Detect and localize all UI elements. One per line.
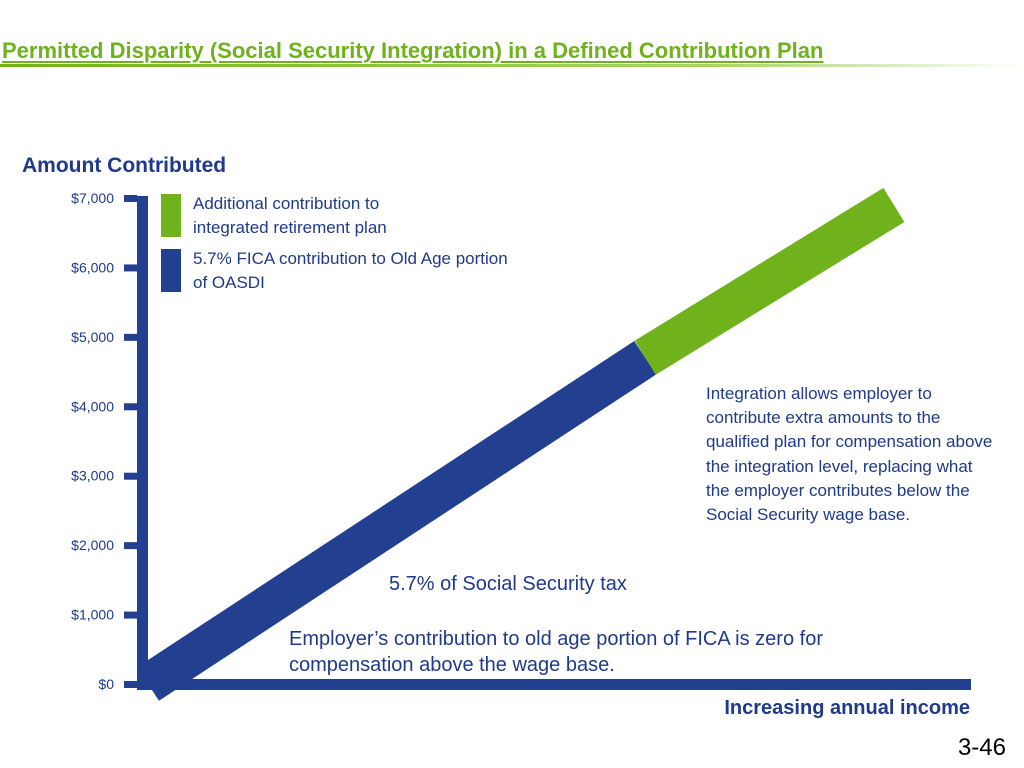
y-tick-layer: $0 $1,000 $2,000 $3,000 $4,000 $5,000 $6,000 $7… — [71, 190, 137, 692]
series-layer — [137, 187, 905, 701]
social-security-tax-label: 5.7% of Social Security tax — [389, 573, 627, 595]
y-tick-mark — [124, 611, 137, 619]
y-tick-label: $0 — [98, 676, 114, 692]
page-title: Permitted Disparity (Social Security Int… — [2, 38, 824, 63]
slide-number: 3-46 — [957, 734, 1006, 761]
y-axis-line — [137, 196, 148, 690]
x-axis-line — [137, 679, 971, 690]
legend-swatch-additional — [161, 194, 181, 237]
series-band-fica — [137, 340, 657, 701]
wage-base-note: Employer’s contribution to old age porti… — [289, 628, 823, 676]
title-underline-rule — [0, 64, 1024, 67]
legend-label-additional: Additional contribution to integrated re… — [193, 194, 387, 237]
x-axis-label: Increasing annual income — [724, 697, 970, 719]
y-tick-label: $3,000 — [71, 468, 114, 484]
y-tick-mark — [124, 195, 137, 202]
series-band-additional — [634, 187, 905, 375]
y-tick-mark — [124, 681, 137, 688]
y-tick-label: $4,000 — [71, 398, 114, 414]
y-tick-label: $1,000 — [71, 607, 114, 623]
y-tick-mark — [124, 472, 137, 480]
y-tick-label: $5,000 — [71, 329, 114, 345]
integration-note: Integration allows employer to contribut… — [706, 384, 993, 525]
legend-swatch-fica — [161, 249, 181, 292]
y-tick-label: $6,000 — [71, 259, 114, 275]
y-tick-mark — [124, 542, 137, 550]
axis-layer — [137, 196, 971, 690]
y-tick-mark — [124, 264, 137, 272]
legend-label-fica: 5.7% FICA contribution to Old Age portio… — [193, 249, 508, 292]
y-tick-label: $7,000 — [71, 190, 114, 206]
y-tick-mark — [124, 333, 137, 341]
y-axis-label: Amount Contributed — [22, 154, 227, 177]
y-tick-label: $2,000 — [71, 537, 114, 553]
y-tick-mark — [124, 403, 137, 411]
